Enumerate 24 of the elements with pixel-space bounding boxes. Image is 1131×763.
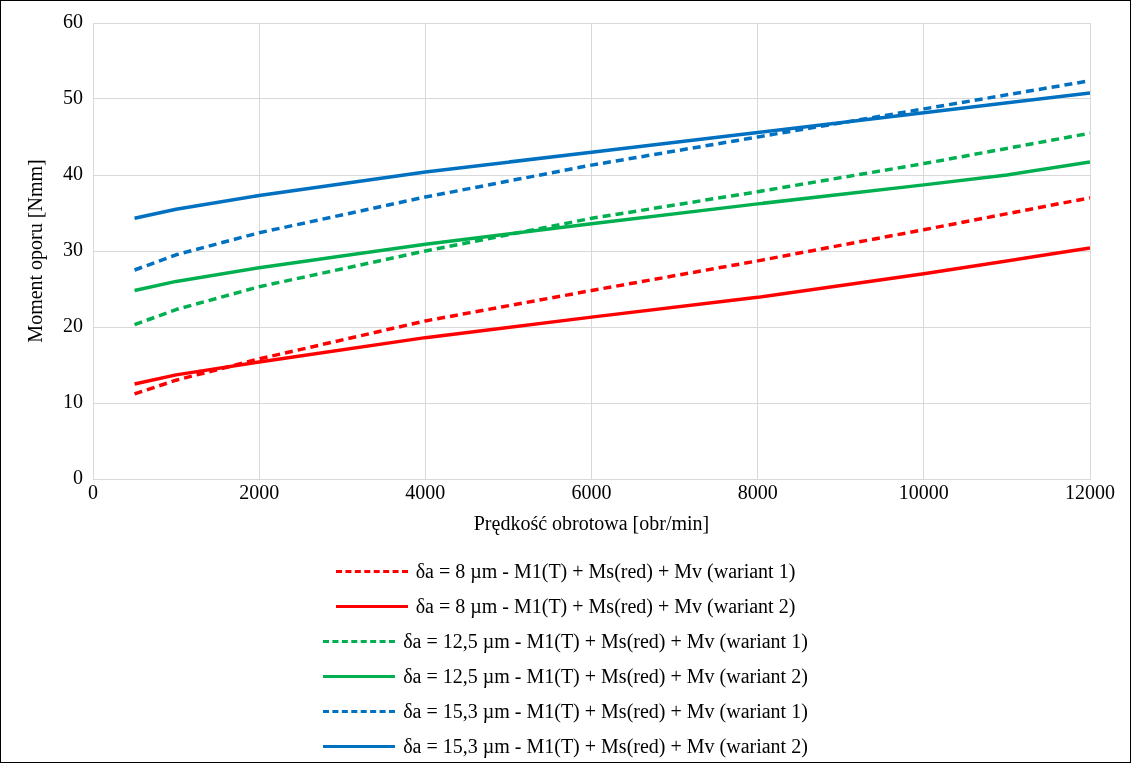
y-tick-label: 40 bbox=[63, 162, 83, 185]
y-tick-label: 10 bbox=[63, 390, 83, 413]
y-tick-label: 60 bbox=[63, 10, 83, 33]
y-tick-label: 50 bbox=[63, 86, 83, 109]
legend-label: δa = 8 µm - M1(T) + Ms(red) + Mv (wariant 2) bbox=[415, 595, 796, 618]
x-tick-label: 8000 bbox=[737, 481, 778, 504]
y-axis-title: Moment oporu [Nmm] bbox=[24, 159, 48, 343]
x-tick-label: 10000 bbox=[898, 481, 949, 504]
legend-label: δa = 12,5 µm - M1(T) + Ms(red) + Mv (wariant 2) bbox=[403, 665, 808, 688]
y-tick-label: 0 bbox=[73, 466, 83, 489]
legend-label: δa = 15,3 µm - M1(T) + Ms(red) + Mv (wariant 1) bbox=[403, 700, 808, 723]
x-tick-label: 0 bbox=[88, 481, 98, 504]
legend-label: δa = 8 µm - M1(T) + Ms(red) + Mv (wariant 1) bbox=[415, 560, 796, 583]
legend-label: δa = 12,5 µm - M1(T) + Ms(red) + Mv (wariant 1) bbox=[403, 630, 808, 653]
x-tick-label: 6000 bbox=[571, 481, 612, 504]
x-axis-title: Prędkość obrotowa [obr/min] bbox=[473, 512, 710, 536]
y-tick-label: 30 bbox=[63, 238, 83, 261]
line-series bbox=[132, 131, 1090, 327]
y-tick-label: 20 bbox=[63, 314, 83, 337]
x-tick-label: 4000 bbox=[405, 481, 446, 504]
legend-label: δa = 15,3 µm - M1(T) + Ms(red) + Mv (wariant 2) bbox=[403, 735, 808, 758]
x-tick-label: 12000 bbox=[1065, 481, 1115, 504]
line-series bbox=[132, 196, 1090, 396]
x-tick-label: 2000 bbox=[239, 481, 280, 504]
